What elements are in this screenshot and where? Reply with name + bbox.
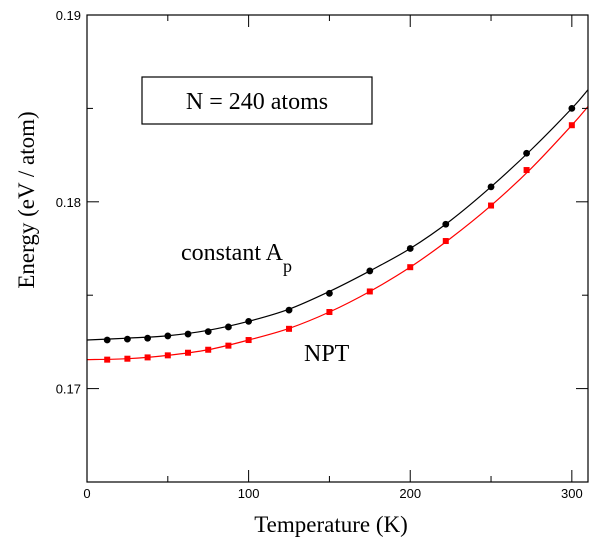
constant_ap-curve [87,89,588,341]
constant_ap-point [225,323,232,331]
npt-point [407,264,414,271]
x-axis-title: Temperature (K) [254,512,408,537]
npt-point [185,349,192,356]
npt-point [164,352,171,359]
x-tick-label: 200 [399,486,421,501]
constant_ap-point [442,220,450,228]
constant-ap-label: constant Ap [181,240,292,276]
constant_ap-point [326,289,333,297]
atom-count-annotation: N = 240 atoms [141,76,373,125]
series-markers [103,105,576,363]
y-tick-label: 0.18 [56,195,81,210]
constant_ap-point [406,245,414,252]
npt-point [326,309,333,316]
npt-point [523,167,530,174]
axis-ticks [86,14,588,483]
x-tick-label: 100 [238,486,260,501]
constant_ap-point [568,105,576,112]
y-tick-label: 0.19 [56,8,81,23]
constant_ap-point [184,330,192,338]
constant_ap-point [245,317,253,325]
npt-point [245,337,252,344]
npt-label: NPT [304,341,350,367]
npt-point [225,342,232,349]
constant-ap-label-main: constant A [181,240,284,266]
constant-ap-label-subscript: p [283,256,292,276]
annotation-box [141,76,373,125]
npt-point [286,325,293,332]
npt-curve [87,106,588,361]
npt-point [144,354,151,361]
axis-tick-labels: 0 100 200 300 0.17 0.18 0.19 [56,8,583,501]
constant_ap-point [487,183,495,191]
constant_ap-point [103,336,111,344]
x-tick-label: 300 [561,486,583,501]
npt-point [366,288,373,295]
npt-point [104,356,111,363]
npt-point [205,346,212,353]
constant_ap-point [164,332,172,340]
series-curves [87,89,588,361]
constant_ap-point [366,267,374,275]
plot-frame [86,14,589,483]
constant_ap-point [523,149,530,157]
y-axis-title: Energy (eV / atom) [14,111,39,288]
constant_ap-point [285,306,293,314]
constant_ap-point [204,328,212,336]
npt-point [124,355,131,362]
npt-point [488,202,495,209]
constant_ap-point [124,335,131,343]
constant_ap-point [144,334,152,342]
y-tick-label: 0.17 [56,382,81,397]
npt-point [442,238,449,245]
npt-point [568,122,575,129]
annotation-box-text: N = 240 atoms [186,89,328,115]
x-tick-label: 0 [83,486,90,501]
